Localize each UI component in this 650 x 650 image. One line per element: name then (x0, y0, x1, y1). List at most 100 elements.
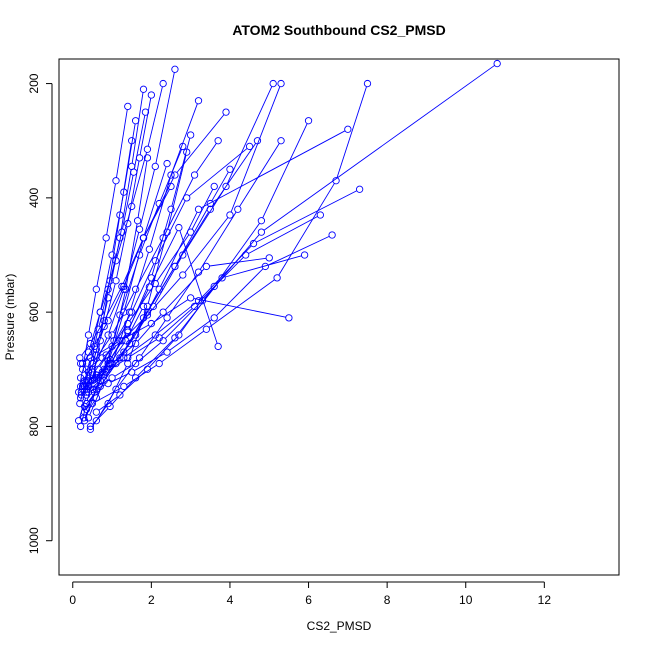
data-point (120, 382, 128, 391)
data-point (80, 382, 89, 391)
data-point (163, 228, 171, 236)
data-point (124, 219, 132, 228)
series-segment (149, 277, 182, 313)
data-point (175, 331, 183, 339)
data-point (163, 159, 171, 168)
series-segment (193, 298, 286, 318)
series-segment (133, 115, 146, 170)
data-point (363, 79, 372, 88)
data-point (285, 314, 293, 322)
data-point (210, 314, 218, 322)
series-32 (84, 79, 277, 391)
series-segment (93, 357, 105, 373)
data-point (194, 205, 203, 213)
data-point (78, 359, 87, 368)
x-tick-label: 10 (459, 593, 473, 607)
series-segment (137, 160, 148, 218)
data-point (116, 311, 124, 319)
data-point (96, 308, 104, 316)
data-point (171, 262, 179, 271)
data-point (171, 65, 179, 73)
data-point (300, 251, 309, 259)
data-point (104, 399, 112, 408)
series-16 (78, 108, 230, 368)
series-segment (112, 315, 130, 361)
data-point (147, 91, 156, 99)
data-point (108, 251, 116, 259)
series-segment (127, 160, 140, 221)
data-point (104, 317, 112, 325)
x-tick-label: 2 (148, 593, 155, 607)
series-segment (208, 279, 275, 328)
data-point (122, 337, 130, 345)
series-segment (209, 257, 267, 267)
data-point (151, 279, 159, 288)
series-segment (216, 268, 264, 316)
data-point (234, 205, 242, 213)
data-point (210, 182, 218, 191)
series-segment (111, 332, 127, 358)
data-point (128, 308, 136, 316)
series-segment (88, 359, 100, 368)
data-point (88, 368, 97, 376)
series-segment (139, 169, 155, 227)
series-segment (126, 336, 153, 357)
data-point (88, 399, 97, 408)
data-point (76, 374, 85, 382)
data-point (86, 339, 95, 348)
data-point (273, 274, 281, 282)
series-segment (86, 379, 95, 385)
series-segment (93, 337, 108, 370)
series-segment (126, 309, 143, 339)
series-segment (225, 255, 302, 278)
series-segment (112, 195, 124, 252)
series-segment (98, 396, 118, 411)
series-segment (92, 408, 109, 425)
series-segment (130, 252, 149, 310)
series-30 (82, 79, 285, 373)
data-point (159, 337, 167, 345)
chart-title: ATOM2 Southbound CS2_PMSD (232, 22, 445, 38)
data-point (100, 317, 108, 325)
series-segment (94, 387, 122, 403)
data-point (155, 359, 163, 368)
data-point (257, 228, 266, 236)
series-segment (226, 86, 273, 184)
data-point (344, 125, 352, 133)
data-point (128, 368, 136, 376)
data-point (82, 365, 91, 373)
data-point (183, 194, 191, 202)
data-point (167, 205, 175, 213)
data-point (116, 391, 124, 399)
series-segment (278, 183, 335, 276)
data-point (226, 211, 234, 219)
series-segment (100, 263, 116, 310)
series-segment (97, 366, 112, 396)
series-26 (76, 182, 175, 362)
y-tick-label: 200 (27, 73, 41, 93)
series-segment (188, 148, 248, 197)
data-point (210, 282, 218, 291)
data-point (76, 394, 85, 402)
series-segment (199, 211, 237, 270)
series-segment (91, 405, 107, 427)
data-point (242, 251, 250, 259)
series-22 (92, 117, 313, 416)
data-point (112, 277, 120, 285)
series-segment (128, 289, 149, 328)
x-tick-label: 8 (384, 593, 391, 607)
y-tick-label: 600 (27, 302, 41, 322)
series-29 (76, 65, 179, 402)
series-segment (155, 72, 175, 164)
data-point (222, 182, 230, 191)
data-point (118, 337, 126, 345)
series-segment (211, 171, 229, 202)
series-segment (239, 143, 280, 207)
x-tick-label: 12 (538, 593, 552, 607)
data-point (316, 211, 324, 219)
data-point (80, 414, 88, 422)
data-point (277, 79, 285, 88)
series-segment (204, 234, 260, 299)
series-segment (157, 302, 197, 334)
